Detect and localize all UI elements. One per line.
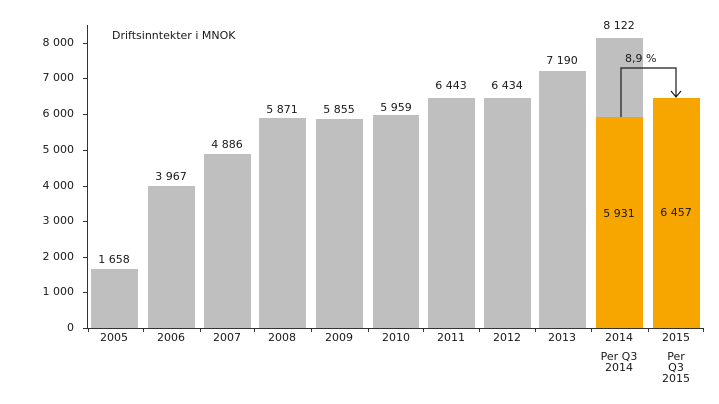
bar-value-label: 8 122 xyxy=(603,19,635,32)
x-tick-label: 2011 xyxy=(437,331,465,344)
y-tick xyxy=(83,78,87,79)
y-tick xyxy=(83,43,87,44)
bar-value-label: 6 457 xyxy=(660,206,692,219)
bar-value-label: 6 434 xyxy=(491,79,523,92)
x-tick-label: 2008 xyxy=(268,331,296,344)
x-tick xyxy=(254,328,255,332)
bar-value-label: 5 931 xyxy=(603,207,635,220)
y-tick xyxy=(83,292,87,293)
x-tick xyxy=(648,328,649,332)
x-tick-label: 2010 xyxy=(382,331,410,344)
growth-percentage: 8,9 % xyxy=(625,52,657,65)
x-tick xyxy=(591,328,592,332)
x-sublabel: Per Q3 xyxy=(600,350,638,363)
x-tick xyxy=(535,328,536,332)
x-tick-label: 2007 xyxy=(213,331,241,344)
y-tick-label: 5 000 xyxy=(42,143,75,156)
y-tick-label: 6 000 xyxy=(42,107,75,120)
bar-value-label: 7 190 xyxy=(546,54,578,67)
x-axis xyxy=(87,328,704,329)
y-tick-label: 2 000 xyxy=(42,250,75,263)
bar-2007 xyxy=(204,154,251,328)
y-tick xyxy=(83,221,87,222)
x-tick-label: 2015 xyxy=(662,331,690,344)
y-tick-label: 7 000 xyxy=(42,71,75,84)
bar-value-label: 6 443 xyxy=(435,79,467,92)
bar-value-label: 5 871 xyxy=(266,103,298,116)
x-sublabel: Q3 xyxy=(668,361,684,374)
chart-title: Driftsinntekter i MNOK xyxy=(112,29,236,42)
bar-value-label: 5 959 xyxy=(380,101,412,114)
bar-2009 xyxy=(316,119,363,328)
y-tick-label: 4 000 xyxy=(42,179,75,192)
x-tick xyxy=(479,328,480,332)
y-tick-label: 8 000 xyxy=(42,36,75,49)
bar-2006 xyxy=(148,186,195,328)
bar-value-label: 5 855 xyxy=(323,103,355,116)
y-tick-label: 3 000 xyxy=(42,214,75,227)
growth-arrow-icon xyxy=(620,67,682,117)
bar-2012 xyxy=(484,98,531,328)
y-tick xyxy=(83,257,87,258)
x-tick xyxy=(423,328,424,332)
bar-2013 xyxy=(539,71,586,328)
x-tick-label: 2013 xyxy=(548,331,576,344)
y-tick xyxy=(83,150,87,151)
bar-2015-per-q3 xyxy=(653,98,700,328)
bar-2014-per-q3 xyxy=(596,117,643,328)
y-axis xyxy=(87,25,88,329)
y-tick-label: 0 xyxy=(67,321,74,334)
x-tick xyxy=(88,328,89,332)
bar-2011 xyxy=(428,98,475,328)
bar-value-label: 3 967 xyxy=(155,170,187,183)
y-tick xyxy=(83,186,87,187)
y-tick-label: 1 000 xyxy=(42,285,75,298)
bar-2005 xyxy=(91,269,138,328)
x-tick-label: 2014 xyxy=(605,331,633,344)
x-tick xyxy=(200,328,201,332)
x-tick-label: 2005 xyxy=(100,331,128,344)
x-tick-label: 2006 xyxy=(157,331,185,344)
x-sublabel: Per xyxy=(667,350,685,363)
y-tick xyxy=(83,114,87,115)
x-sublabel: 2015 xyxy=(662,372,690,385)
y-tick xyxy=(83,328,87,329)
bar-2010 xyxy=(373,115,419,328)
bar-value-label: 1 658 xyxy=(98,253,130,266)
x-tick xyxy=(311,328,312,332)
x-tick-label: 2009 xyxy=(325,331,353,344)
x-tick xyxy=(143,328,144,332)
x-tick-label: 2012 xyxy=(493,331,521,344)
x-sublabel: 2014 xyxy=(605,361,633,374)
x-tick xyxy=(368,328,369,332)
x-tick xyxy=(703,328,704,332)
bar-2008 xyxy=(259,118,306,328)
bar-value-label: 4 886 xyxy=(211,138,243,151)
